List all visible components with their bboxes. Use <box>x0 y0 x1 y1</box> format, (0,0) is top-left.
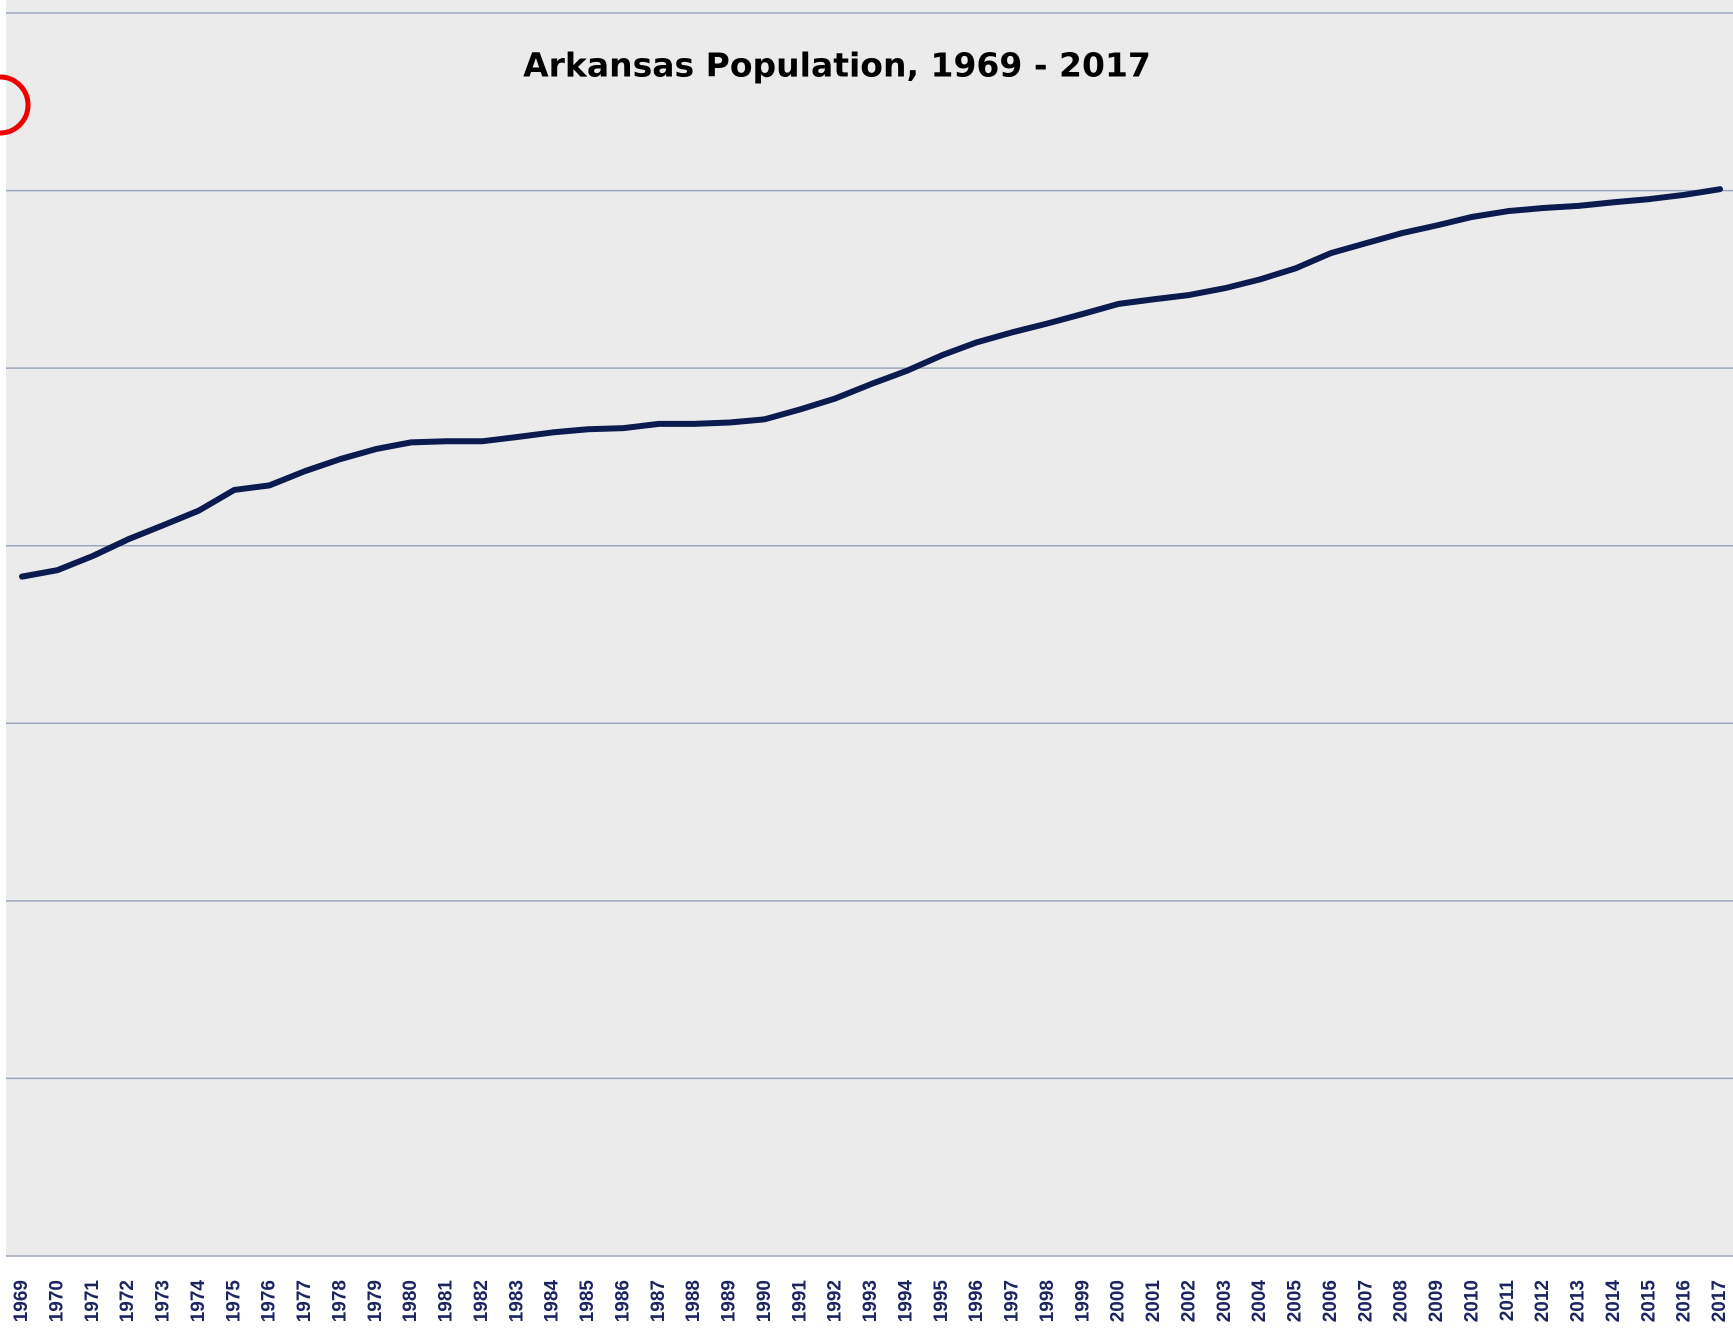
x-tick-label: 2016 <box>1674 1280 1695 1322</box>
x-tick-label: 1986 <box>612 1280 633 1322</box>
x-tick-label: 1969 <box>11 1280 32 1322</box>
x-tick-label: 1978 <box>329 1280 350 1322</box>
x-tick-label: 2013 <box>1568 1280 1589 1322</box>
x-tick-label: 1972 <box>117 1280 138 1322</box>
x-tick-label: 2017 <box>1709 1280 1730 1322</box>
x-tick-label: 1981 <box>436 1280 457 1323</box>
marker-decoration <box>0 74 31 136</box>
x-tick-label: 2011 <box>1497 1280 1518 1322</box>
x-tick-label: 1993 <box>860 1280 881 1322</box>
x-tick-label: 1998 <box>1037 1280 1058 1322</box>
x-tick-label: 2006 <box>1320 1280 1341 1322</box>
x-tick-label: 1987 <box>648 1280 669 1322</box>
x-tick-label: 1996 <box>966 1280 987 1322</box>
x-tick-label: 2015 <box>1638 1280 1659 1323</box>
x-tick-label: 2008 <box>1391 1280 1412 1322</box>
x-tick-label: 1984 <box>542 1280 563 1323</box>
x-tick-label: 1989 <box>719 1280 740 1322</box>
x-tick-label: 1970 <box>46 1280 67 1322</box>
x-tick-label: 1982 <box>471 1280 492 1322</box>
x-tick-label: 1992 <box>825 1280 846 1322</box>
x-tick-label: 1988 <box>683 1280 704 1322</box>
x-tick-label: 2002 <box>1178 1280 1199 1322</box>
x-tick-label: 2003 <box>1214 1280 1235 1322</box>
x-tick-label: 2010 <box>1461 1280 1482 1322</box>
x-tick-label: 1997 <box>1002 1280 1023 1322</box>
x-tick-label: 1995 <box>931 1280 952 1323</box>
x-tick-label: 2014 <box>1603 1280 1624 1323</box>
x-tick-label: 1983 <box>506 1280 527 1322</box>
plot-background <box>6 0 1733 1256</box>
x-tick-label: 1973 <box>153 1280 174 1322</box>
line-series <box>19 186 1723 580</box>
x-tick-label: 2004 <box>1249 1280 1270 1323</box>
x-tick-label: 1991 <box>789 1280 810 1323</box>
x-tick-label: 1974 <box>188 1280 209 1323</box>
x-tick-label: 1994 <box>895 1280 916 1323</box>
x-tick-label: 1971 <box>82 1280 103 1323</box>
x-tick-label: 1985 <box>577 1280 598 1323</box>
x-tick-label: 1976 <box>259 1280 280 1322</box>
x-tick-label: 1999 <box>1072 1280 1093 1322</box>
x-tick-label: 2009 <box>1426 1280 1447 1322</box>
x-tick-label: 1975 <box>223 1280 244 1323</box>
x-tick-label: 2012 <box>1532 1280 1553 1322</box>
x-tick-label: 2000 <box>1108 1280 1129 1322</box>
x-tick-label: 1990 <box>754 1280 775 1322</box>
x-tick-label: 1980 <box>400 1280 421 1322</box>
x-tick-label: 1977 <box>294 1280 315 1322</box>
x-tick-label: 2001 <box>1143 1280 1164 1323</box>
x-tick-label: 2007 <box>1355 1280 1376 1322</box>
x-tick-label: 1979 <box>365 1280 386 1322</box>
x-tick-label: 2005 <box>1285 1280 1306 1323</box>
chart-title: Arkansas Population, 1969 - 2017 <box>523 46 1151 85</box>
